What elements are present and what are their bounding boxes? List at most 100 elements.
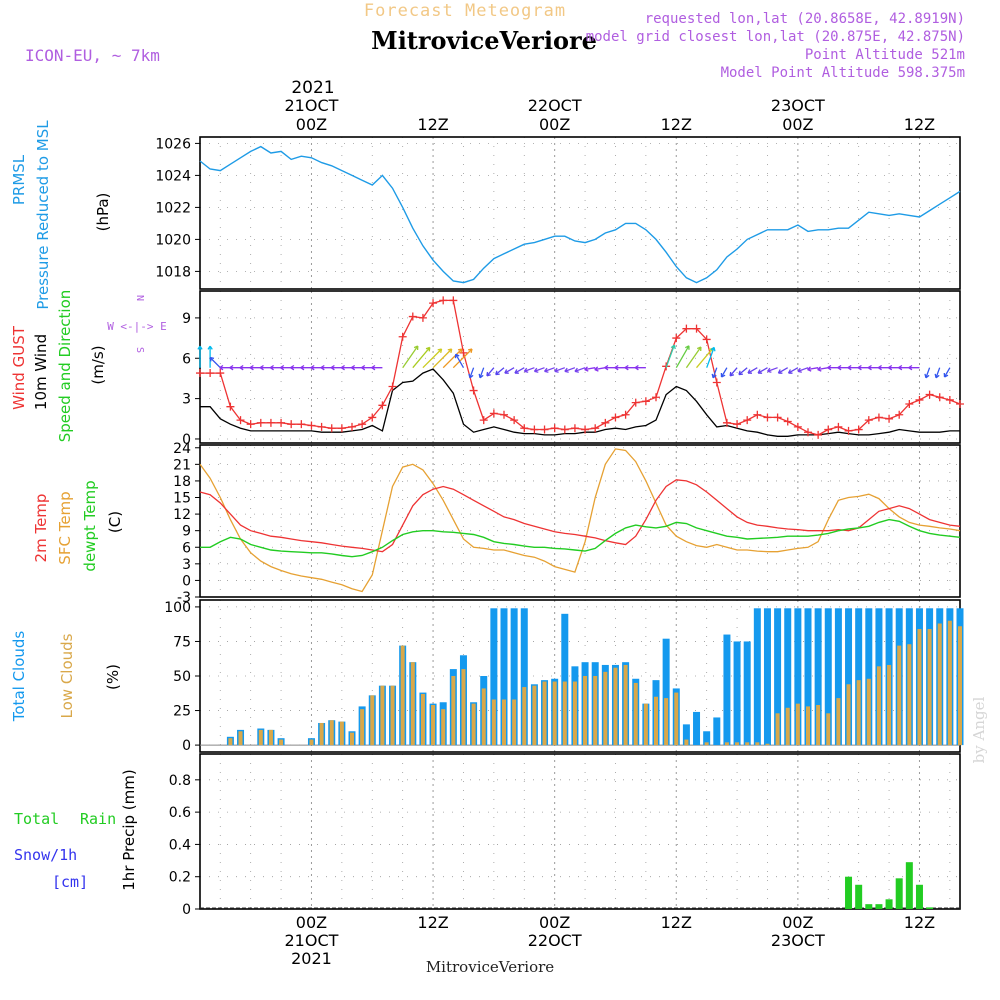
watermark: by Angel	[970, 696, 988, 763]
total-clouds-bar	[743, 641, 751, 746]
pressure-ytick-label: 1018	[155, 264, 191, 280]
wind-vector-arrow	[934, 367, 941, 379]
temp-label-dewpt: dewpt Temp	[81, 480, 99, 571]
low-clouds-bar	[643, 703, 648, 746]
wind-gust-point	[631, 398, 640, 407]
top-time-label: 12Z	[661, 115, 692, 134]
low-clouds-bar	[856, 680, 861, 746]
wind-gust-point	[489, 409, 498, 418]
low-clouds-bar	[400, 645, 405, 746]
low-clouds-bar	[390, 685, 395, 746]
precipitation-ytick-label: 0.8	[169, 773, 191, 789]
wind-vector-arrow	[574, 367, 586, 373]
wind-gust-series-line	[200, 299, 961, 436]
wind-gust-point	[368, 413, 377, 422]
wind-gust-point	[317, 422, 326, 431]
wind-vector-arrow	[229, 364, 241, 371]
footer-station: MitroviceVeriore	[426, 958, 554, 976]
rain-bar	[855, 884, 863, 909]
low-clouds-bar	[542, 681, 547, 746]
wind-vector-arrow	[197, 345, 203, 368]
wind-vector-arrow	[867, 364, 879, 371]
low-clouds-bar	[268, 729, 273, 746]
low-clouds-bar	[664, 698, 669, 746]
low-clouds-bar	[806, 706, 810, 746]
wind-vector-arrow	[533, 367, 545, 373]
rain-bar	[926, 907, 934, 909]
top-time-label: 12Z	[904, 115, 935, 134]
wind-ytick-label: 6	[182, 351, 191, 367]
requested-lonlat: requested lon,lat (20.8658E, 42.8919N)	[645, 11, 965, 27]
product-title: Forecast Meteogram	[364, 1, 566, 21]
wind-gust-point	[307, 421, 316, 430]
total-clouds-bar	[662, 638, 670, 746]
pressure-ytick-label: 1022	[155, 200, 191, 216]
low-clouds-bar	[917, 629, 922, 746]
low-clouds-bar	[532, 685, 537, 746]
total-clouds-bar	[682, 724, 690, 746]
wind-vector-arrow	[320, 364, 332, 371]
wind-vector-arrow	[711, 367, 718, 379]
wind-gust-point	[652, 393, 660, 402]
total-clouds-bar	[703, 731, 711, 746]
wind-label-10m: 10m Wind	[32, 334, 50, 410]
low-clouds-bar	[441, 709, 446, 746]
precipitation-ytick-label: 0.6	[169, 805, 191, 821]
wind-gust-point	[682, 324, 691, 333]
wind-gust-point	[722, 418, 731, 427]
wind-gust-point	[641, 397, 650, 406]
wind-gust-point	[449, 296, 458, 305]
wind-gust-point	[337, 424, 346, 433]
low-clouds-bar	[329, 720, 334, 746]
wind-gust-point	[398, 332, 407, 341]
low-clouds-bar	[907, 644, 912, 746]
low-clouds-bar	[846, 684, 851, 746]
temp-label-2m: 2m Temp	[32, 494, 50, 563]
wind-vector-arrow	[594, 366, 606, 372]
total-clouds-bar	[824, 608, 832, 746]
wind-gust-point	[804, 428, 812, 437]
wind-vector-arrow	[584, 366, 596, 372]
precip-label-cm: [cm]	[52, 873, 88, 891]
wind-ytick-label: 3	[182, 392, 191, 408]
low-clouds-bar	[562, 681, 567, 746]
precip-label-rain: Rain	[80, 810, 116, 828]
low-clouds-bar	[674, 692, 679, 746]
wind-vector-arrow	[239, 364, 251, 371]
wind-vector-arrow	[634, 364, 646, 371]
top-time-label: 21OCT	[285, 96, 339, 115]
bottom-time-label: 00Z	[539, 913, 570, 932]
wind-gust-point	[763, 413, 772, 422]
wind-gust-point	[783, 417, 792, 426]
top-time-label: 00Z	[539, 115, 570, 134]
wind-gust-point	[469, 386, 478, 395]
wind-gust-point	[297, 420, 306, 429]
wind-gust-point	[581, 425, 590, 434]
wind-vector-arrow	[624, 364, 636, 371]
wind-vector-arrow	[280, 364, 292, 371]
compass-west-east: W <-|-> E	[107, 320, 167, 333]
low-clouds-bar	[684, 739, 689, 746]
low-clouds-bar	[775, 713, 780, 746]
wind-vector-arrow	[924, 367, 931, 379]
wind-gust-point	[834, 422, 843, 431]
low-clouds-bar	[887, 664, 892, 746]
wind-frame	[199, 290, 961, 444]
compass-south: S	[134, 347, 145, 353]
wind-vector-arrow	[412, 346, 431, 369]
low-clouds-bar	[350, 732, 354, 746]
wind-vector-arrow	[371, 364, 383, 371]
temp-unit: (C)	[106, 511, 124, 533]
wind-vector-arrow	[504, 367, 515, 374]
sfc-temp-series-line	[199, 448, 961, 593]
total-clouds-bar	[733, 641, 741, 746]
low-clouds-bar	[309, 739, 314, 746]
wind-gust-point	[712, 378, 721, 387]
wind-gust-point	[743, 416, 752, 425]
wind-vector-arrow	[340, 364, 352, 371]
low-clouds-bar	[876, 666, 881, 746]
wind-gust-point	[905, 399, 914, 408]
low-clouds-bar	[512, 699, 517, 746]
total-clouds-bar	[693, 711, 701, 746]
